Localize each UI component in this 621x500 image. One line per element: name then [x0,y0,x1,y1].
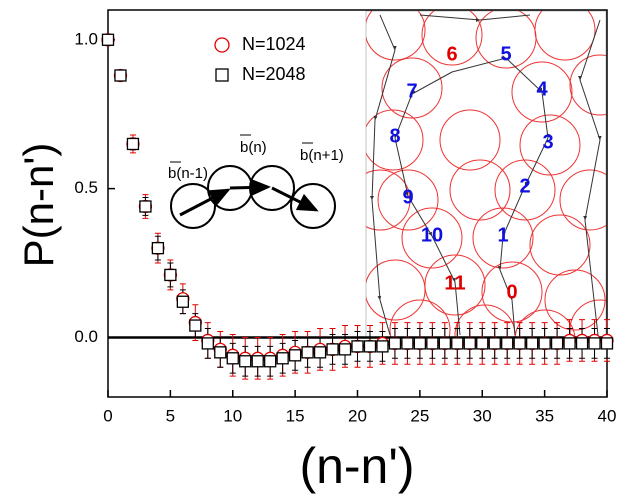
point [488,337,501,350]
bead-label: 7 [406,80,417,102]
point [239,355,252,368]
point [139,200,152,213]
vector-inset [170,134,336,229]
bead-label: 0 [506,281,517,303]
y-axis-label: P(n-n') [15,143,62,268]
point [151,242,165,255]
x-tick-label: 0 [103,406,112,425]
point [126,137,140,151]
point [276,352,289,365]
point [451,337,464,350]
point [301,346,314,359]
bead-label: 3 [542,131,553,153]
bead-label: 6 [446,43,457,65]
x-tick-label: 20 [348,406,367,425]
point [600,337,614,350]
x-tick-label: 10 [223,406,242,425]
point [426,337,439,350]
x-tick-label: 25 [410,406,429,425]
y-tick-label: 1.0 [74,29,98,48]
point [388,337,402,350]
point [288,349,302,362]
bead-label: 9 [402,186,413,208]
point [114,69,127,82]
x-tick-label: 15 [286,406,305,425]
vector-label: b(n+1) [300,147,344,164]
point [214,346,227,359]
point [326,343,339,356]
bead-label: 10 [421,224,443,246]
point [201,337,214,350]
x-tick-label: 30 [473,406,492,425]
bead-label: 2 [519,175,530,197]
point [438,337,451,350]
vector-label: b(n) [240,139,267,156]
point [563,337,576,350]
point [164,268,177,282]
legend-label: N=1024 [242,34,306,54]
point [463,337,476,350]
bead-inset [366,11,606,337]
point [251,355,264,368]
y-tick-label: 0.0 [74,327,98,346]
y-tick-label: 0.5 [74,178,98,197]
x-tick-label: 40 [598,406,617,425]
bead-label: 1 [497,224,508,246]
point [313,346,327,359]
x-tick-label: 35 [535,406,554,425]
bead-label: 8 [389,125,400,147]
bead-label: 4 [536,78,548,100]
point [189,319,202,332]
point [526,337,539,350]
legend-label: N=2048 [242,64,306,84]
point [363,340,377,353]
point [501,337,514,350]
x-axis-label: (n-n') [299,438,414,494]
point [413,337,427,350]
point [264,355,277,368]
point [476,337,489,350]
legend-marker [215,68,229,82]
point [101,33,115,46]
legend-marker [214,37,230,53]
vector-label: b(n-1) [168,165,208,182]
point [376,340,389,353]
point [588,337,601,350]
point [401,337,414,350]
point [176,295,190,308]
point [538,337,551,350]
bead-label: 11 [444,272,465,294]
bead-label: 5 [500,43,511,65]
point [226,352,239,365]
point [338,343,352,356]
point [513,337,526,350]
point [575,337,589,350]
point [550,337,564,350]
x-tick-label: 5 [166,406,175,425]
point [351,340,364,353]
